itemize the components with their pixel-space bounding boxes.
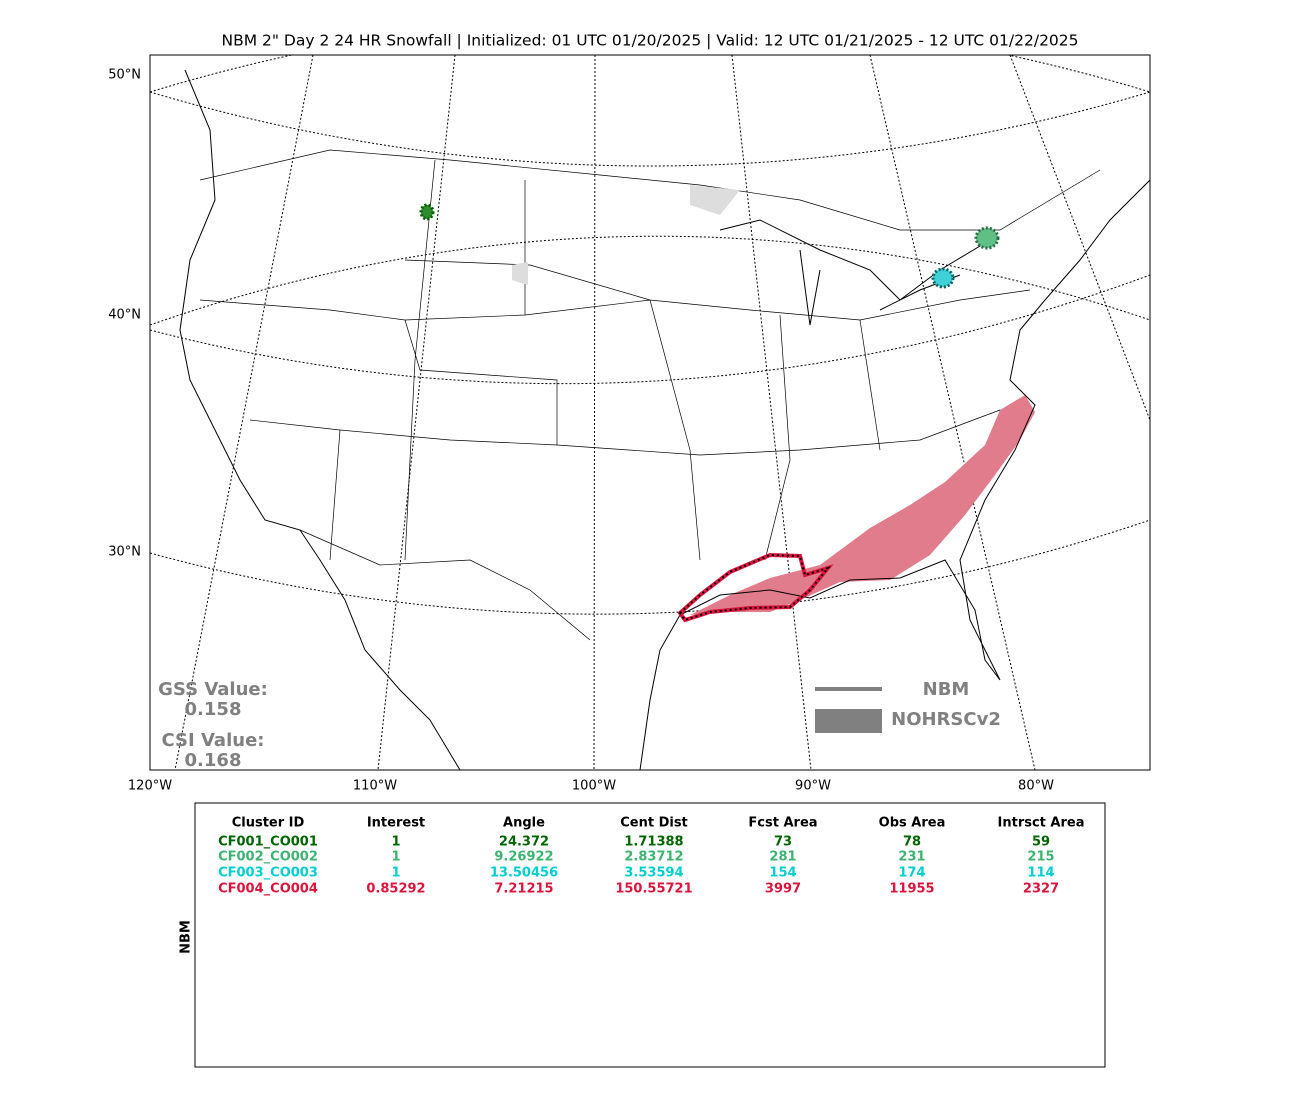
table-cell: 9.26922 [494,850,553,865]
table-header: Interest [367,816,425,831]
table-cell: 154 [769,866,796,881]
score-label: GSS Value: [158,679,268,700]
table-cell: CF002_CO002 [218,850,318,865]
score-value: 0.168 [185,750,242,771]
borders [199,149,1101,641]
cluster-2 [974,226,1000,250]
lat-label: 50°N [108,68,141,83]
score-value: 0.158 [185,699,242,720]
legend-patch [815,709,882,733]
table-cell: 3.53594 [624,866,683,881]
table-cell: 215 [1027,850,1054,865]
table-header: Cent Dist [620,816,688,831]
lon-label: 90°W [795,779,831,794]
table-cell: 59 [1032,835,1050,850]
legend-label: NBM [923,679,970,700]
table-header: Cluster ID [232,816,305,831]
lon-label: 110°W [353,779,397,794]
table-cell: 13.50456 [490,866,558,881]
coastline [179,69,1150,770]
table-header: Angle [503,816,545,831]
table-cell: 174 [898,866,925,881]
lon-label: 120°W [128,779,172,794]
title: NBM 2" Day 2 24 HR Snowfall | Initialize… [221,32,1078,50]
table-cell: 2.83712 [624,850,683,865]
table-cell: 2327 [1023,882,1059,897]
lon-label: 80°W [1018,779,1054,794]
table-cell: 1 [391,850,400,865]
lon-label: 100°W [572,779,616,794]
map: NBM NOHRSCv2 GSS Value: 0.158 CSI Value:… [149,54,1151,771]
legend-label: NOHRSCv2 [891,709,1001,730]
cluster-1 [419,203,435,221]
score-label: CSI Value: [162,730,265,751]
table-cell: CF003_CO003 [218,866,318,881]
table-cell: 114 [1027,866,1054,881]
table-cell: 231 [898,850,925,865]
table-cell: CF004_CO004 [218,882,318,897]
table-header: Intrsct Area [998,816,1085,831]
table-cell: 281 [769,850,796,865]
table-header: Fcst Area [748,816,817,831]
table-cell: 11955 [889,882,934,897]
table-cell: 1 [391,835,400,850]
pink-obs-area [690,395,1035,615]
table-cell: 3997 [765,882,801,897]
table-frame [194,802,1106,1068]
table-cell: 73 [774,835,792,850]
table-cell: 1.71388 [624,835,683,850]
lat-label: 40°N [108,308,141,323]
cluster-3 [931,267,955,289]
table-header: Obs Area [879,816,946,831]
table-cell: 0.85292 [366,882,425,897]
table-cell: 150.55721 [615,882,692,897]
table-cell: 1 [391,866,400,881]
table-cell: 7.21215 [494,882,553,897]
gray-patch [512,185,740,285]
table-cell: 24.372 [499,835,549,850]
table-cell: 78 [903,835,921,850]
table-cell: CF001_CO001 [218,835,318,850]
table-side-label: NBM [179,920,194,954]
graticule [150,55,1150,770]
lat-label: 30°N [108,545,141,560]
